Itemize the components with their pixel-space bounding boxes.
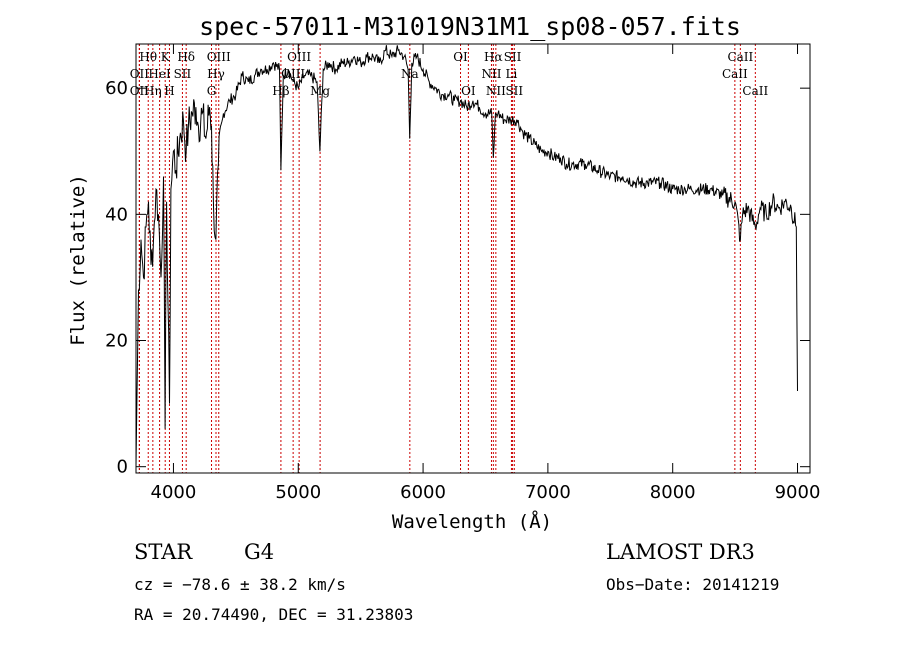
x-axis-label: Wavelength (Å) (392, 510, 552, 533)
x-tick-label: 7000 (525, 482, 571, 503)
survey-name: LAMOST DR3 (606, 540, 755, 564)
line-marker-label: CaII (727, 50, 753, 64)
x-axis-ticks: 4000 5000 6000 7000 8000 9000 (151, 44, 821, 503)
x-tick-label: 5000 (275, 482, 321, 503)
line-marker-label: OI (461, 84, 476, 98)
object-subclass: G4 (244, 540, 275, 564)
line-marker-label: SII (504, 50, 522, 64)
coordinates: RA = 20.74490, DEC = 31.23803 (134, 605, 414, 624)
plot-frame (135, 43, 811, 474)
line-marker-label: CaII (742, 84, 768, 98)
spectrum-line (135, 45, 798, 467)
line-marker-label: NII (481, 67, 501, 81)
line-marker-label: Hβ (272, 84, 289, 98)
line-marker-label: Hη (144, 84, 162, 98)
line-marker-label: K (161, 50, 171, 64)
line-marker-label: Hδ (177, 50, 195, 64)
line-marker-label: Mg (310, 84, 330, 98)
x-tick-label: 8000 (650, 482, 696, 503)
y-tick-label: 40 (105, 204, 128, 225)
line-marker-label: Li (506, 67, 518, 81)
line-marker-label: OI (453, 50, 468, 64)
y-tick-label: 60 (105, 78, 128, 99)
line-marker-label: OII (130, 67, 150, 81)
line-marker-label: CaII (722, 67, 748, 81)
line-marker-label: NII (486, 84, 506, 98)
observation-date: Obs−Date: 20141219 (606, 575, 780, 594)
x-tick-label: 9000 (775, 482, 821, 503)
line-marker-label: Hα (484, 50, 503, 64)
line-marker-label: Hθ (139, 50, 157, 64)
line-marker-label: OII (130, 84, 150, 98)
y-axis-label: Flux (relative) (67, 174, 89, 346)
line-marker-labels: OIIOIIHθHηHeIKHSIIHδGHγOIIIHβOIIIOIIIMgN… (130, 50, 769, 98)
line-marker-label: SII (174, 67, 192, 81)
line-markers (138, 44, 756, 473)
line-marker-label: H (164, 84, 174, 98)
object-class: STAR (134, 540, 193, 564)
line-marker-label: G (207, 84, 217, 98)
line-marker-label: OIII (287, 50, 311, 64)
y-tick-label: 0 (117, 457, 128, 478)
line-marker-label: Hγ (207, 67, 225, 81)
x-tick-label: 4000 (151, 482, 197, 503)
line-marker-label: OIII (207, 50, 231, 64)
chart-title: spec-57011-M31019N31M1_sp08-057.fits (199, 12, 741, 41)
y-axis-ticks: 0 20 40 60 (105, 78, 810, 478)
redshift-velocity: cz = −78.6 ± 38.2 km/s (134, 575, 346, 594)
line-marker-label: Na (401, 67, 419, 81)
y-tick-label: 20 (105, 331, 128, 352)
line-marker-label: SII (505, 84, 523, 98)
spectrum-series (135, 45, 798, 467)
line-marker-label: HeI (148, 67, 171, 81)
line-marker-label: OIII (281, 67, 305, 81)
x-tick-label: 6000 (400, 482, 446, 503)
